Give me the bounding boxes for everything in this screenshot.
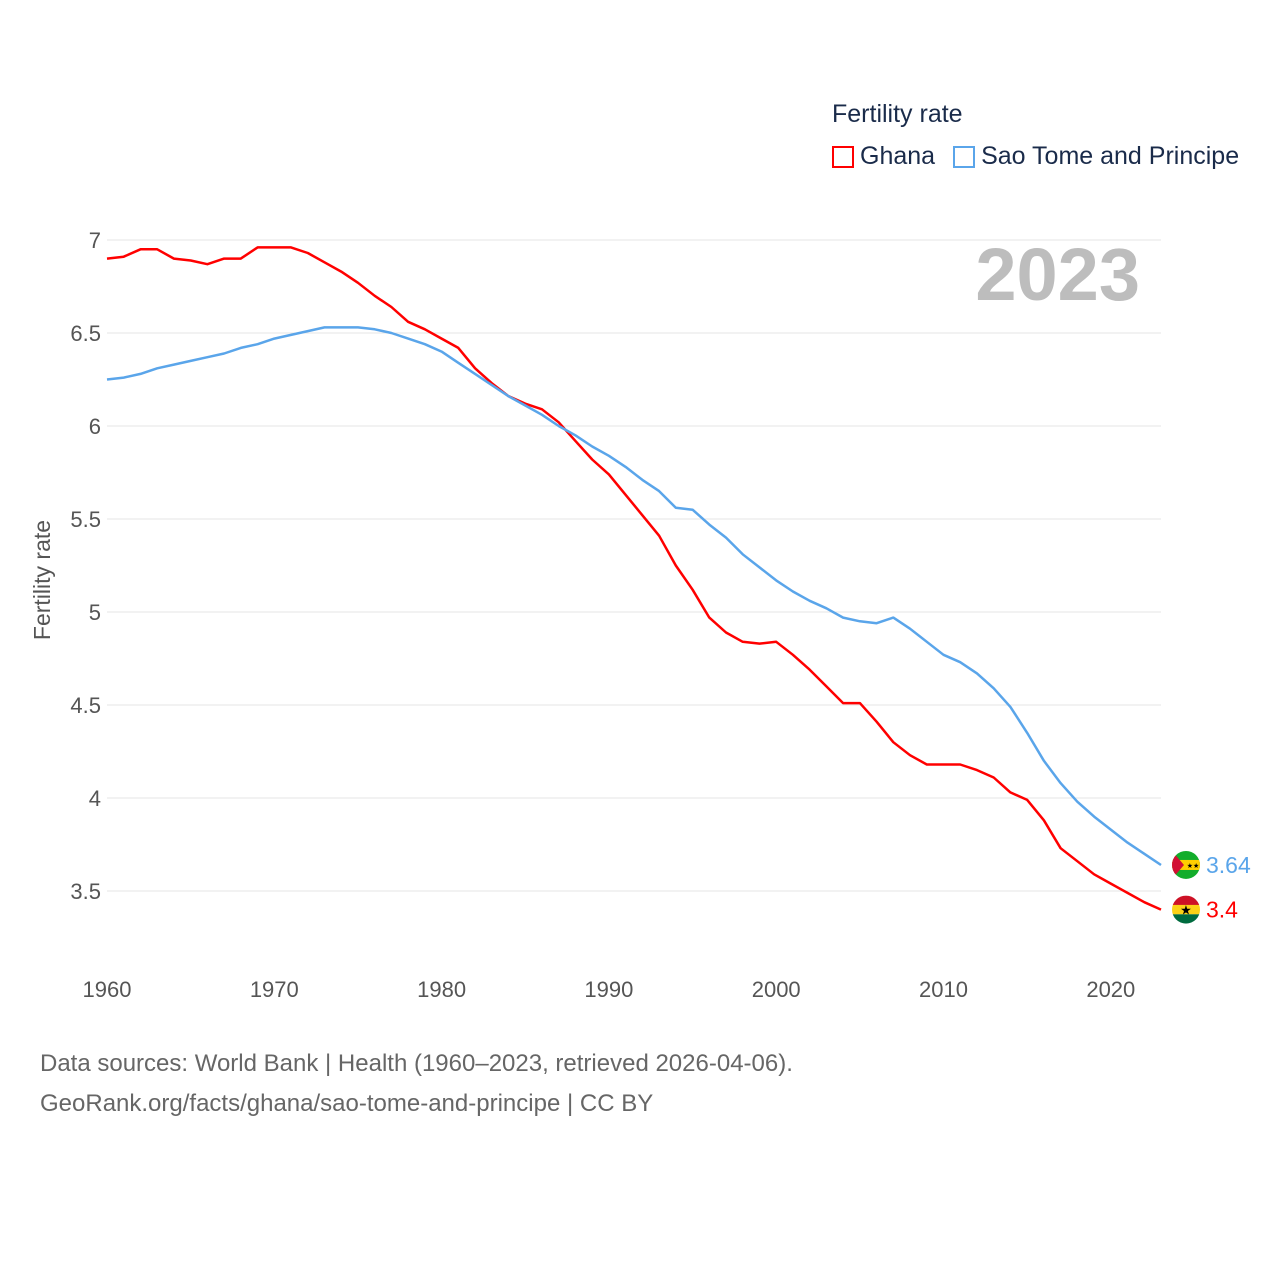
x-tick-label: 2020 [1086,977,1135,1002]
line-chart: 3.5 4 4.5 5 5.5 6 6.5 7 1960 1970 1980 1990 2000 2010… [29,228,1251,1002]
legend-swatch-ghana [832,145,854,168]
y-tick-label: 6.5 [70,321,101,346]
y-tick-label: 5 [89,600,101,625]
legend: Ghana Sao Tome and Principe [832,142,1257,171]
svg-text:★★: ★★ [1187,862,1200,870]
end-value-label: 3.4 [1206,897,1238,923]
legend-swatch-sao-tome [953,145,976,168]
y-tick-label: 7 [89,228,101,253]
legend-item-ghana[interactable]: Ghana [832,142,935,171]
year-watermark: 2023 [975,233,1140,316]
y-tick-label: 4.5 [70,693,101,718]
x-tick-label: 1990 [584,977,633,1002]
sao-tome-flag-icon: ★★ [1172,850,1200,879]
source-line-2[interactable]: GeoRank.org/facts/ghana/sao-tome-and-pri… [40,1090,654,1117]
series-line-sao-tome [106,326,1162,867]
x-tick-label: 2010 [919,977,968,1002]
x-tick-label: 1980 [417,977,466,1002]
series-line-ghana [106,246,1162,911]
ghana-flag-icon: ★ [1172,895,1200,924]
x-tick-label: 1960 [83,977,132,1002]
legend-label-ghana: Ghana [860,142,936,170]
end-value-label: 3.64 [1206,852,1251,878]
legend-item-sao-tome[interactable]: Sao Tome and Principe [953,142,1239,171]
y-tick-label: 3.5 [70,879,101,904]
source-line-1: Data sources: World Bank | Health (1960–… [40,1050,793,1077]
y-tick-label: 4 [89,786,101,811]
source-note: Data sources: World Bank | Health (1960–… [40,1044,793,1124]
y-axis-label: Fertility rate [29,520,55,640]
legend-title: Fertility rate [832,100,963,128]
x-tick-label: 1970 [250,977,299,1002]
y-tick-label: 6 [89,414,101,439]
y-tick-label: 5.5 [70,507,101,532]
legend-label-sao-tome: Sao Tome and Principe [981,142,1240,170]
x-tick-label: 2000 [752,977,801,1002]
svg-text:★: ★ [1180,903,1192,918]
